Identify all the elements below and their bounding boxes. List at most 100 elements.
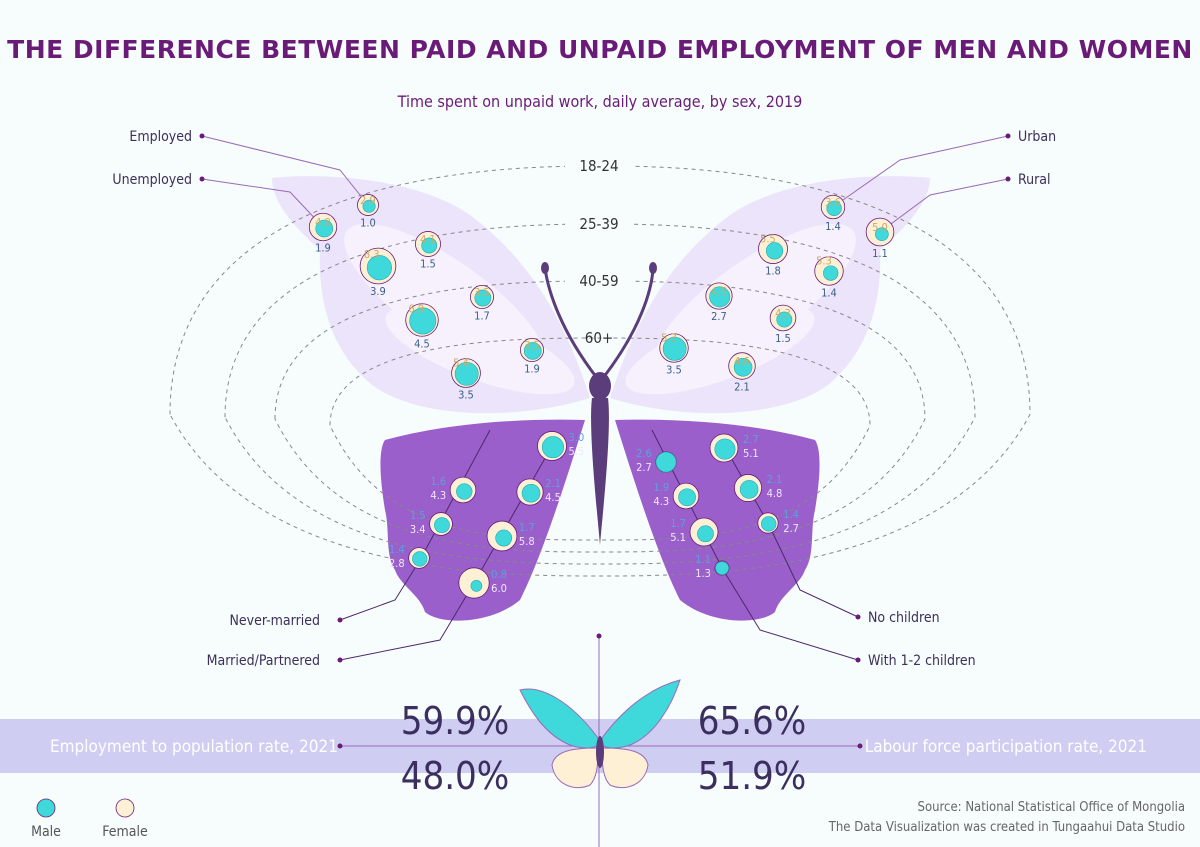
female-value-urban-1: 5.5 bbox=[760, 232, 776, 245]
male-value-urban-0: 1.4 bbox=[825, 220, 841, 233]
male-bubble-urban-2 bbox=[709, 286, 731, 308]
group-label-unemployed: Unemployed bbox=[112, 172, 192, 188]
age-label-18-24: 18-24 bbox=[579, 157, 618, 175]
group-label-employed: Employed bbox=[129, 129, 192, 145]
male-bubble-urban-0 bbox=[826, 200, 842, 216]
male-bubble-married-partnered-3 bbox=[541, 436, 564, 459]
female-value-married-partnered-3: 5.5 bbox=[569, 445, 585, 458]
female-value-urban-3: 5.3 bbox=[661, 332, 677, 345]
male-value-employed-2: 1.7 bbox=[474, 310, 490, 323]
age-labels: 18-24 25-39 40-59 60+ bbox=[565, 156, 633, 347]
female-value-never-married-0: 2.8 bbox=[389, 557, 405, 570]
male-bubble-no-children-0 bbox=[761, 516, 777, 532]
female-value-rural-1: 5.3 bbox=[816, 255, 832, 268]
connector-dot-no-children bbox=[855, 614, 861, 620]
male-value-rural-1: 1.4 bbox=[821, 286, 837, 299]
female-value-unemployed-2: 6.9 bbox=[408, 303, 424, 316]
male-value-employed-0: 1.0 bbox=[360, 217, 376, 230]
male-bubble-never-married-0 bbox=[412, 551, 428, 567]
legend-female-swatch bbox=[115, 798, 135, 818]
employment-rate-label: Employment to population rate, 2021 bbox=[50, 737, 338, 757]
female-value-married-partnered-2: 4.5 bbox=[545, 491, 561, 504]
age-label-40-59: 40-59 bbox=[579, 272, 618, 290]
connector-dot-unemployed bbox=[199, 176, 205, 182]
connector-dot-urban bbox=[1005, 133, 1011, 139]
male-bubble-unemployed-3 bbox=[454, 361, 479, 386]
bubble-layer: Employed 2.9 1.0 4.1 1.5 3.5 1.7 3.5 1.9 Unemploy… bbox=[112, 129, 1056, 669]
male-value-no-children-0: 1.4 bbox=[783, 508, 799, 521]
male-bubble-rural-0 bbox=[875, 227, 889, 242]
female-value-urban-0: 3.6 bbox=[825, 196, 841, 209]
group-label-with-1-2-children: With 1-2 children bbox=[868, 653, 976, 669]
male-value-no-children-1: 2.1 bbox=[767, 473, 783, 486]
left-antenna bbox=[543, 267, 599, 379]
male-bubble-no-children-2 bbox=[714, 438, 736, 460]
group-label-married-partnered: Married/Partnered bbox=[207, 653, 320, 669]
female-value-never-married-1: 3.4 bbox=[410, 523, 426, 536]
male-bubble-never-married-1 bbox=[434, 517, 450, 534]
male-bubble-with-1-2-children-1 bbox=[697, 525, 714, 543]
connector-rural bbox=[879, 178, 1009, 233]
rate-dot-left bbox=[337, 743, 343, 749]
female-value-no-children-1: 4.8 bbox=[767, 487, 783, 500]
male-value-with-1-2-children-1: 1.7 bbox=[670, 517, 686, 530]
male-bubble-employed-3 bbox=[523, 342, 542, 360]
female-value-unemployed-0: 4.9 bbox=[315, 216, 331, 229]
male-bubble-urban-3 bbox=[662, 336, 687, 361]
labour-rate-male: 65.6% bbox=[698, 699, 807, 743]
female-value-no-children-2: 5.1 bbox=[743, 447, 759, 460]
female-value-employed-1: 4.1 bbox=[420, 233, 436, 246]
employment-rate-male: 59.9% bbox=[401, 699, 510, 743]
female-value-employed-2: 3.5 bbox=[474, 286, 490, 299]
male-value-unemployed-2: 4.5 bbox=[414, 337, 430, 350]
male-bubble-employed-0 bbox=[362, 199, 376, 213]
male-bubble-rural-3 bbox=[733, 358, 753, 377]
connector-urban bbox=[832, 135, 1009, 208]
male-value-employed-1: 1.5 bbox=[420, 258, 436, 271]
source-line-1: Source: National Statistical Office of M… bbox=[918, 800, 1185, 815]
male-value-married-partnered-0: 0.8 bbox=[491, 568, 507, 581]
connector-dot-with-1-2-children bbox=[855, 657, 861, 663]
labour-rate-label: Labour force participation rate, 2021 bbox=[865, 737, 1147, 757]
male-value-unemployed-1: 3.9 bbox=[370, 285, 386, 298]
male-bubble-no-children-1 bbox=[739, 480, 759, 499]
center-axis-dot bbox=[596, 633, 602, 639]
male-bubble-with-1-2-children-3 bbox=[655, 451, 677, 473]
source-line-2: The Data Visualization was created in Tu… bbox=[828, 820, 1185, 835]
chart-subtitle: Time spent on unpaid work, daily average… bbox=[397, 92, 803, 111]
male-value-never-married-1: 1.5 bbox=[410, 509, 426, 522]
female-value-employed-0: 2.9 bbox=[360, 194, 376, 207]
chart-title: THE DIFFERENCE BETWEEN PAID AND UNPAID E… bbox=[7, 35, 1193, 64]
female-value-urban-2: 4.5 bbox=[711, 285, 727, 298]
female-value-with-1-2-children-0: 1.3 bbox=[695, 567, 711, 580]
male-bubble-employed-2 bbox=[474, 289, 492, 307]
connector-married-partnered bbox=[339, 445, 553, 661]
female-value-never-married-2: 4.3 bbox=[430, 489, 446, 502]
right-antenna bbox=[601, 267, 655, 379]
male-value-urban-2: 2.7 bbox=[711, 310, 727, 323]
female-value-married-partnered-1: 5.8 bbox=[519, 535, 535, 548]
male-value-unemployed-0: 1.9 bbox=[315, 242, 331, 255]
connector-dot-married-partnered bbox=[337, 657, 343, 663]
male-bubble-with-1-2-children-2 bbox=[678, 488, 696, 507]
male-bubble-unemployed-0 bbox=[315, 219, 334, 238]
female-value-married-partnered-0: 6.0 bbox=[491, 582, 507, 595]
rate-dot-right bbox=[857, 743, 863, 749]
mini-butterfly-icon bbox=[519, 679, 681, 789]
male-value-married-partnered-1: 1.7 bbox=[519, 521, 535, 534]
connector-dot-rural bbox=[1005, 176, 1011, 182]
male-value-unemployed-3: 3.5 bbox=[458, 388, 474, 401]
legend-female-label: Female bbox=[102, 824, 148, 840]
male-bubble-rural-2 bbox=[776, 311, 793, 328]
male-value-urban-3: 3.5 bbox=[666, 363, 682, 376]
male-bubble-unemployed-1 bbox=[366, 255, 392, 281]
female-value-rural-3: 4.6 bbox=[734, 355, 750, 368]
male-value-with-1-2-children-3: 2.6 bbox=[636, 447, 652, 460]
connector-unemployed bbox=[201, 178, 324, 228]
female-value-with-1-2-children-1: 5.1 bbox=[670, 531, 686, 544]
connector-employed bbox=[201, 135, 369, 206]
male-value-married-partnered-2: 2.1 bbox=[545, 477, 561, 490]
male-bubble-married-partnered-1 bbox=[495, 529, 513, 547]
connector-dot-never-married bbox=[337, 617, 343, 623]
